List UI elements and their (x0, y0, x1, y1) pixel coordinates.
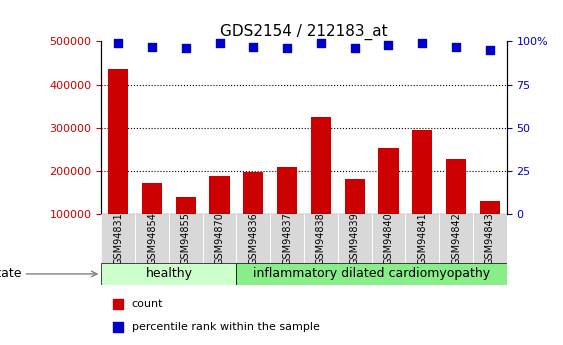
Bar (473, 214, 507, 264)
Point (418, 40, 427, 46)
Bar (372, 214, 405, 264)
Bar (311, 117, 331, 214)
Point (384, 42, 393, 48)
Bar (345, 179, 365, 214)
Text: GSM94842: GSM94842 (451, 213, 461, 265)
Bar (135, 214, 169, 264)
Point (249, 44, 258, 49)
Bar (209, 176, 230, 214)
Bar (270, 214, 304, 264)
Text: GSM94839: GSM94839 (350, 213, 360, 265)
Bar (439, 214, 473, 264)
Bar (236, 263, 507, 285)
Text: GSM94855: GSM94855 (181, 213, 191, 265)
Bar (304, 214, 338, 264)
Point (113, 324, 122, 330)
Bar (142, 183, 162, 214)
Text: GSM94836: GSM94836 (248, 213, 258, 265)
Text: GSM94838: GSM94838 (316, 213, 326, 265)
Point (113, 302, 122, 307)
Point (283, 46, 292, 51)
Bar (101, 214, 135, 264)
Text: healthy: healthy (145, 267, 193, 280)
Bar (378, 148, 399, 214)
Bar (203, 214, 236, 264)
Text: disease state: disease state (0, 267, 22, 280)
Text: inflammatory dilated cardiomyopathy: inflammatory dilated cardiomyopathy (253, 267, 490, 280)
Bar (338, 214, 372, 264)
Bar (405, 214, 439, 264)
Bar (108, 69, 128, 214)
Text: GSM94843: GSM94843 (485, 213, 495, 265)
Bar (277, 167, 297, 214)
Text: GSM94837: GSM94837 (282, 213, 292, 265)
Point (316, 40, 325, 46)
Title: GDS2154 / 212183_at: GDS2154 / 212183_at (220, 24, 388, 40)
Point (181, 46, 190, 51)
Text: GSM94854: GSM94854 (147, 213, 157, 265)
Point (485, 47, 494, 53)
Text: percentile rank within the sample: percentile rank within the sample (132, 322, 320, 332)
Bar (236, 214, 270, 264)
Point (452, 44, 461, 49)
Bar (412, 130, 432, 214)
Text: GSM94840: GSM94840 (383, 213, 394, 265)
Text: GSM94841: GSM94841 (417, 213, 427, 265)
Bar (243, 172, 263, 214)
Bar (101, 263, 236, 285)
Text: GSM94870: GSM94870 (215, 213, 225, 265)
Bar (446, 159, 466, 214)
Bar (169, 214, 203, 264)
Point (148, 44, 157, 49)
Point (114, 40, 123, 46)
Text: GSM94831: GSM94831 (113, 213, 123, 265)
Point (350, 46, 359, 51)
Point (215, 40, 224, 46)
Bar (480, 201, 500, 214)
Text: count: count (132, 299, 163, 309)
Bar (176, 197, 196, 214)
